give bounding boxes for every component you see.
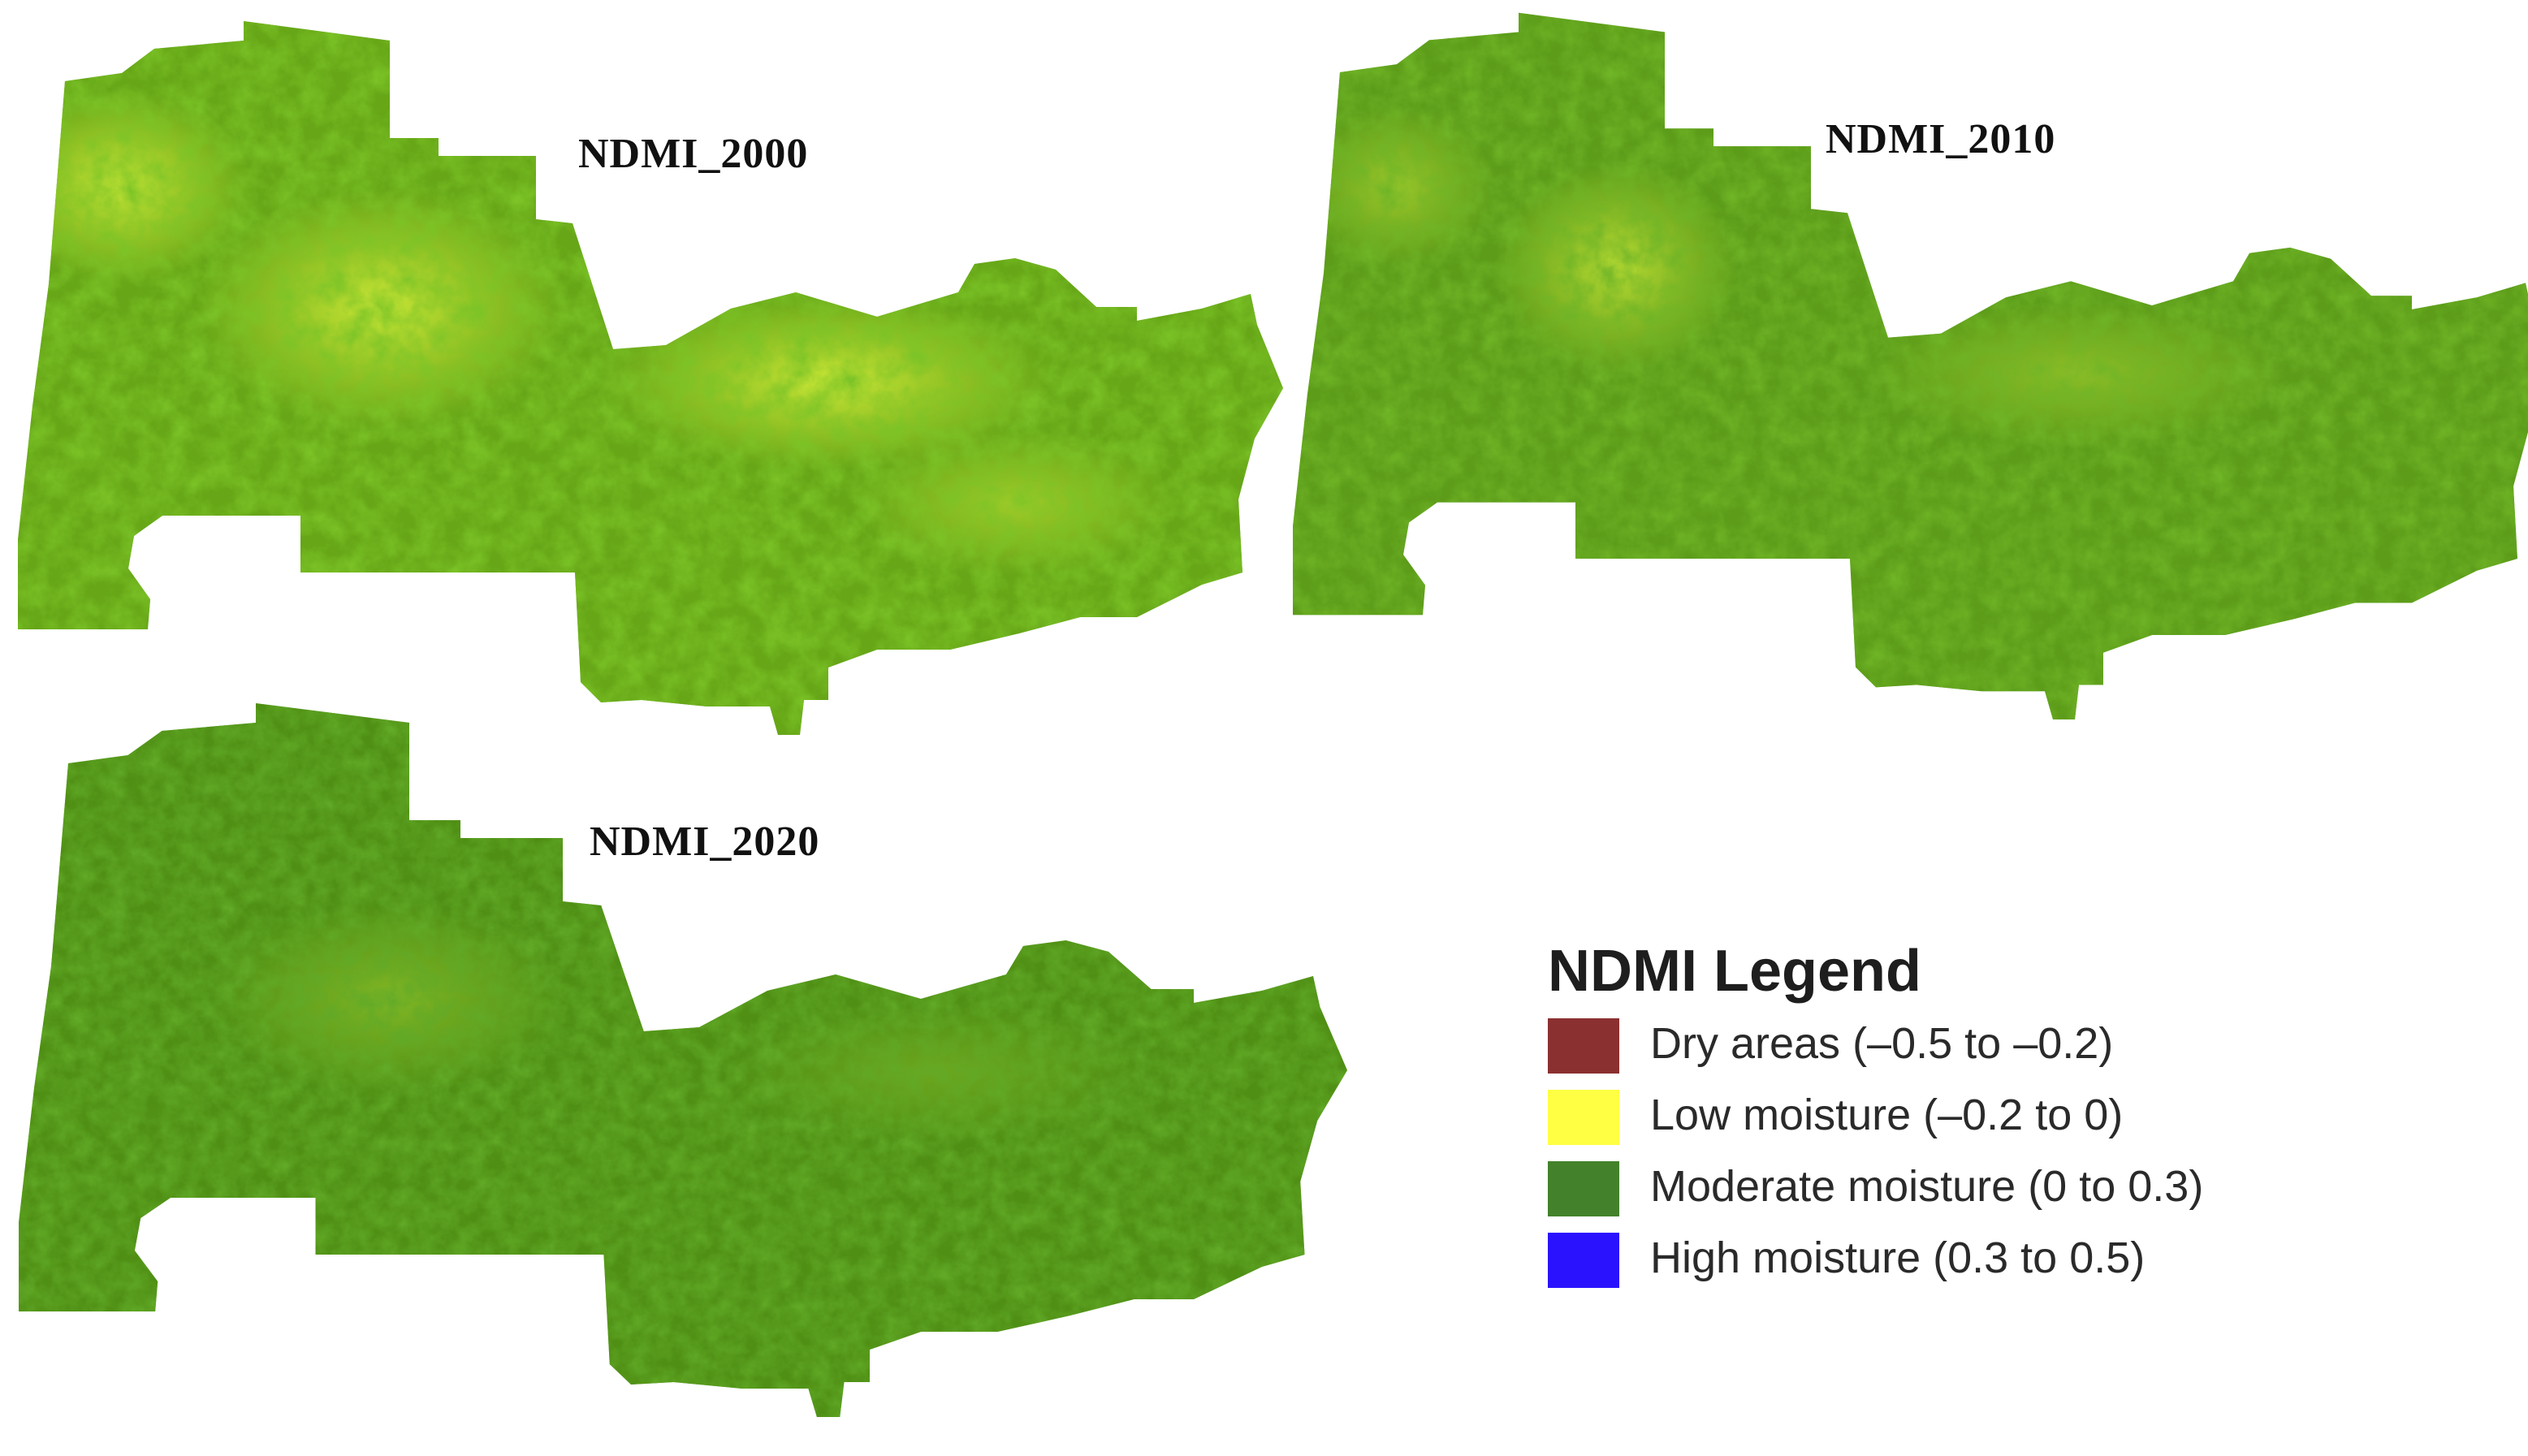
legend-swatch-high [1548,1233,1619,1288]
map-2020 [19,703,1347,1417]
map-title-2010: NDMI_2010 [1826,116,2056,162]
legend-label-moderate: Moderate moisture (0 to 0.3) [1650,1162,2204,1211]
legend-item-low-moisture: Low moisture (–0.2 to 0) [1541,1087,2353,1145]
legend-label-low: Low moisture (–0.2 to 0) [1650,1091,2124,1139]
legend-item-moderate-moisture: Moderate moisture (0 to 0.3) [1541,1158,2353,1216]
legend-swatch-dry [1548,1018,1619,1074]
legend-item-high-moisture: High moisture (0.3 to 0.5) [1541,1229,2353,1288]
legend-swatch-low [1548,1090,1619,1145]
map-2000 [18,21,1283,735]
legend-label-high: High moisture (0.3 to 0.5) [1650,1233,2146,1282]
legend-item-dry-areas: Dry areas (–0.5 to –0.2) [1541,1015,2353,1074]
map-title-2000: NDMI_2000 [578,131,809,177]
legend-label-dry: Dry areas (–0.5 to –0.2) [1650,1019,2114,1068]
map-title-2020: NDMI_2020 [590,819,820,865]
legend-title: NDMI Legend [1548,939,1921,1004]
legend-swatch-moderate [1548,1161,1619,1216]
map-2010 [1293,12,2528,719]
ndmi-legend: NDMI Legend Dry areas (–0.5 to –0.2) Low… [1541,922,2353,1311]
